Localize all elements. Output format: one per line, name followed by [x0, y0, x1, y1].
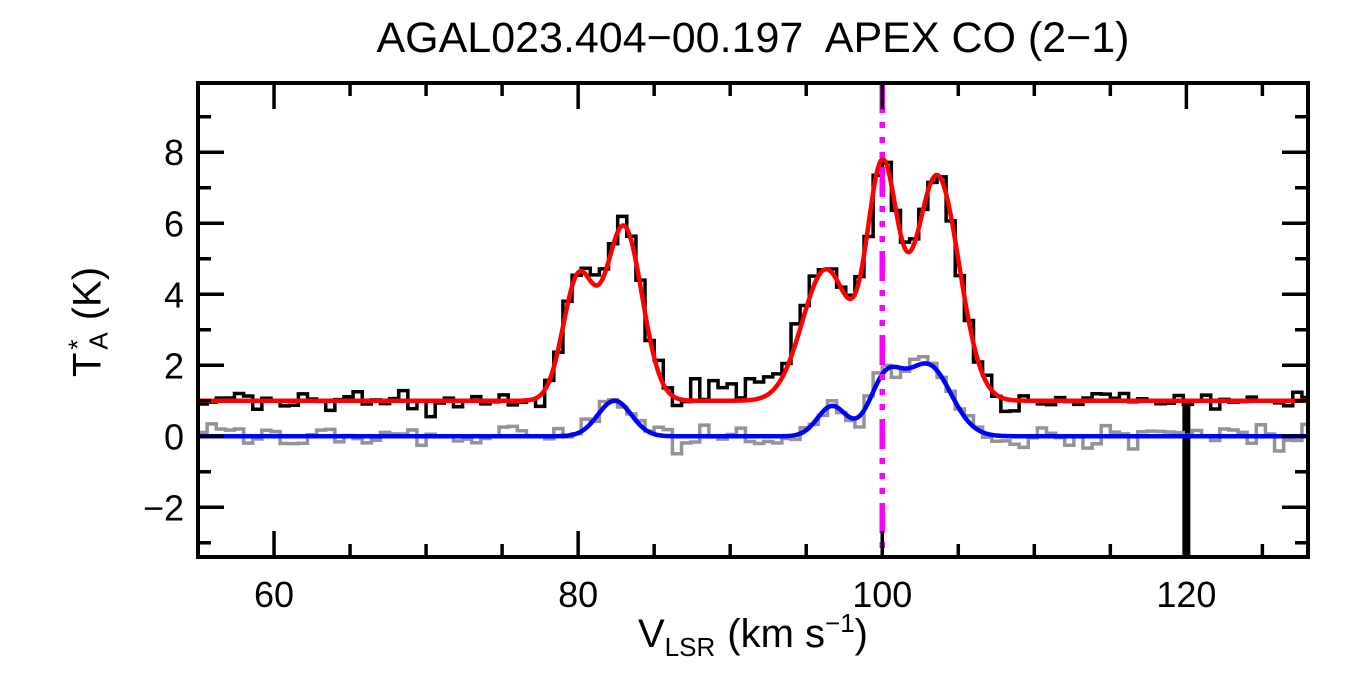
y-tick-label: 0 [164, 416, 184, 457]
second-spectrum-histogram [198, 354, 1308, 456]
second-spectrum-fit-curve [198, 361, 1308, 439]
y-axis-label-main: T [65, 352, 110, 378]
co21-spectrum-histogram [198, 160, 1308, 419]
y-tick-label: 4 [164, 274, 184, 315]
y-axis-label-sub: A [83, 332, 113, 350]
plot-title: AGAL023.404−00.197 APEX CO (2−1) [376, 14, 1130, 62]
x-axis-label-sub: LSR [664, 632, 716, 662]
plot-data [198, 83, 1308, 557]
x-axis-label: VLSR (km s−1) [198, 608, 1308, 663]
plot-frame [196, 81, 1310, 559]
x-axis-label-unit: (km s [727, 612, 826, 656]
y-tick-label: 2 [164, 345, 184, 386]
tick-labels: 60 80 100 120 −2 0 2 4 6 8 [143, 132, 1216, 615]
axis-ticks [196, 83, 1308, 557]
y-axis-label-scripts: * A [62, 332, 113, 350]
y-axis-label: T * A (K) [62, 266, 113, 378]
y-tick-label: 6 [164, 203, 184, 244]
y-tick-label: −2 [143, 487, 184, 528]
co21-spectrum-fit-curve [198, 156, 1308, 404]
x-tick-label: 100 [852, 574, 912, 615]
y-axis-label-unit: (K) [65, 266, 110, 321]
x-tick-label: 80 [558, 574, 598, 615]
x-tick-label: 60 [254, 574, 294, 615]
x-axis-label-exponent: −1 [825, 608, 855, 638]
x-axis-label-close: ) [854, 612, 868, 656]
y-tick-label: 8 [164, 132, 184, 173]
x-axis-label-main: V [637, 612, 665, 656]
x-tick-label: 120 [1156, 574, 1216, 615]
